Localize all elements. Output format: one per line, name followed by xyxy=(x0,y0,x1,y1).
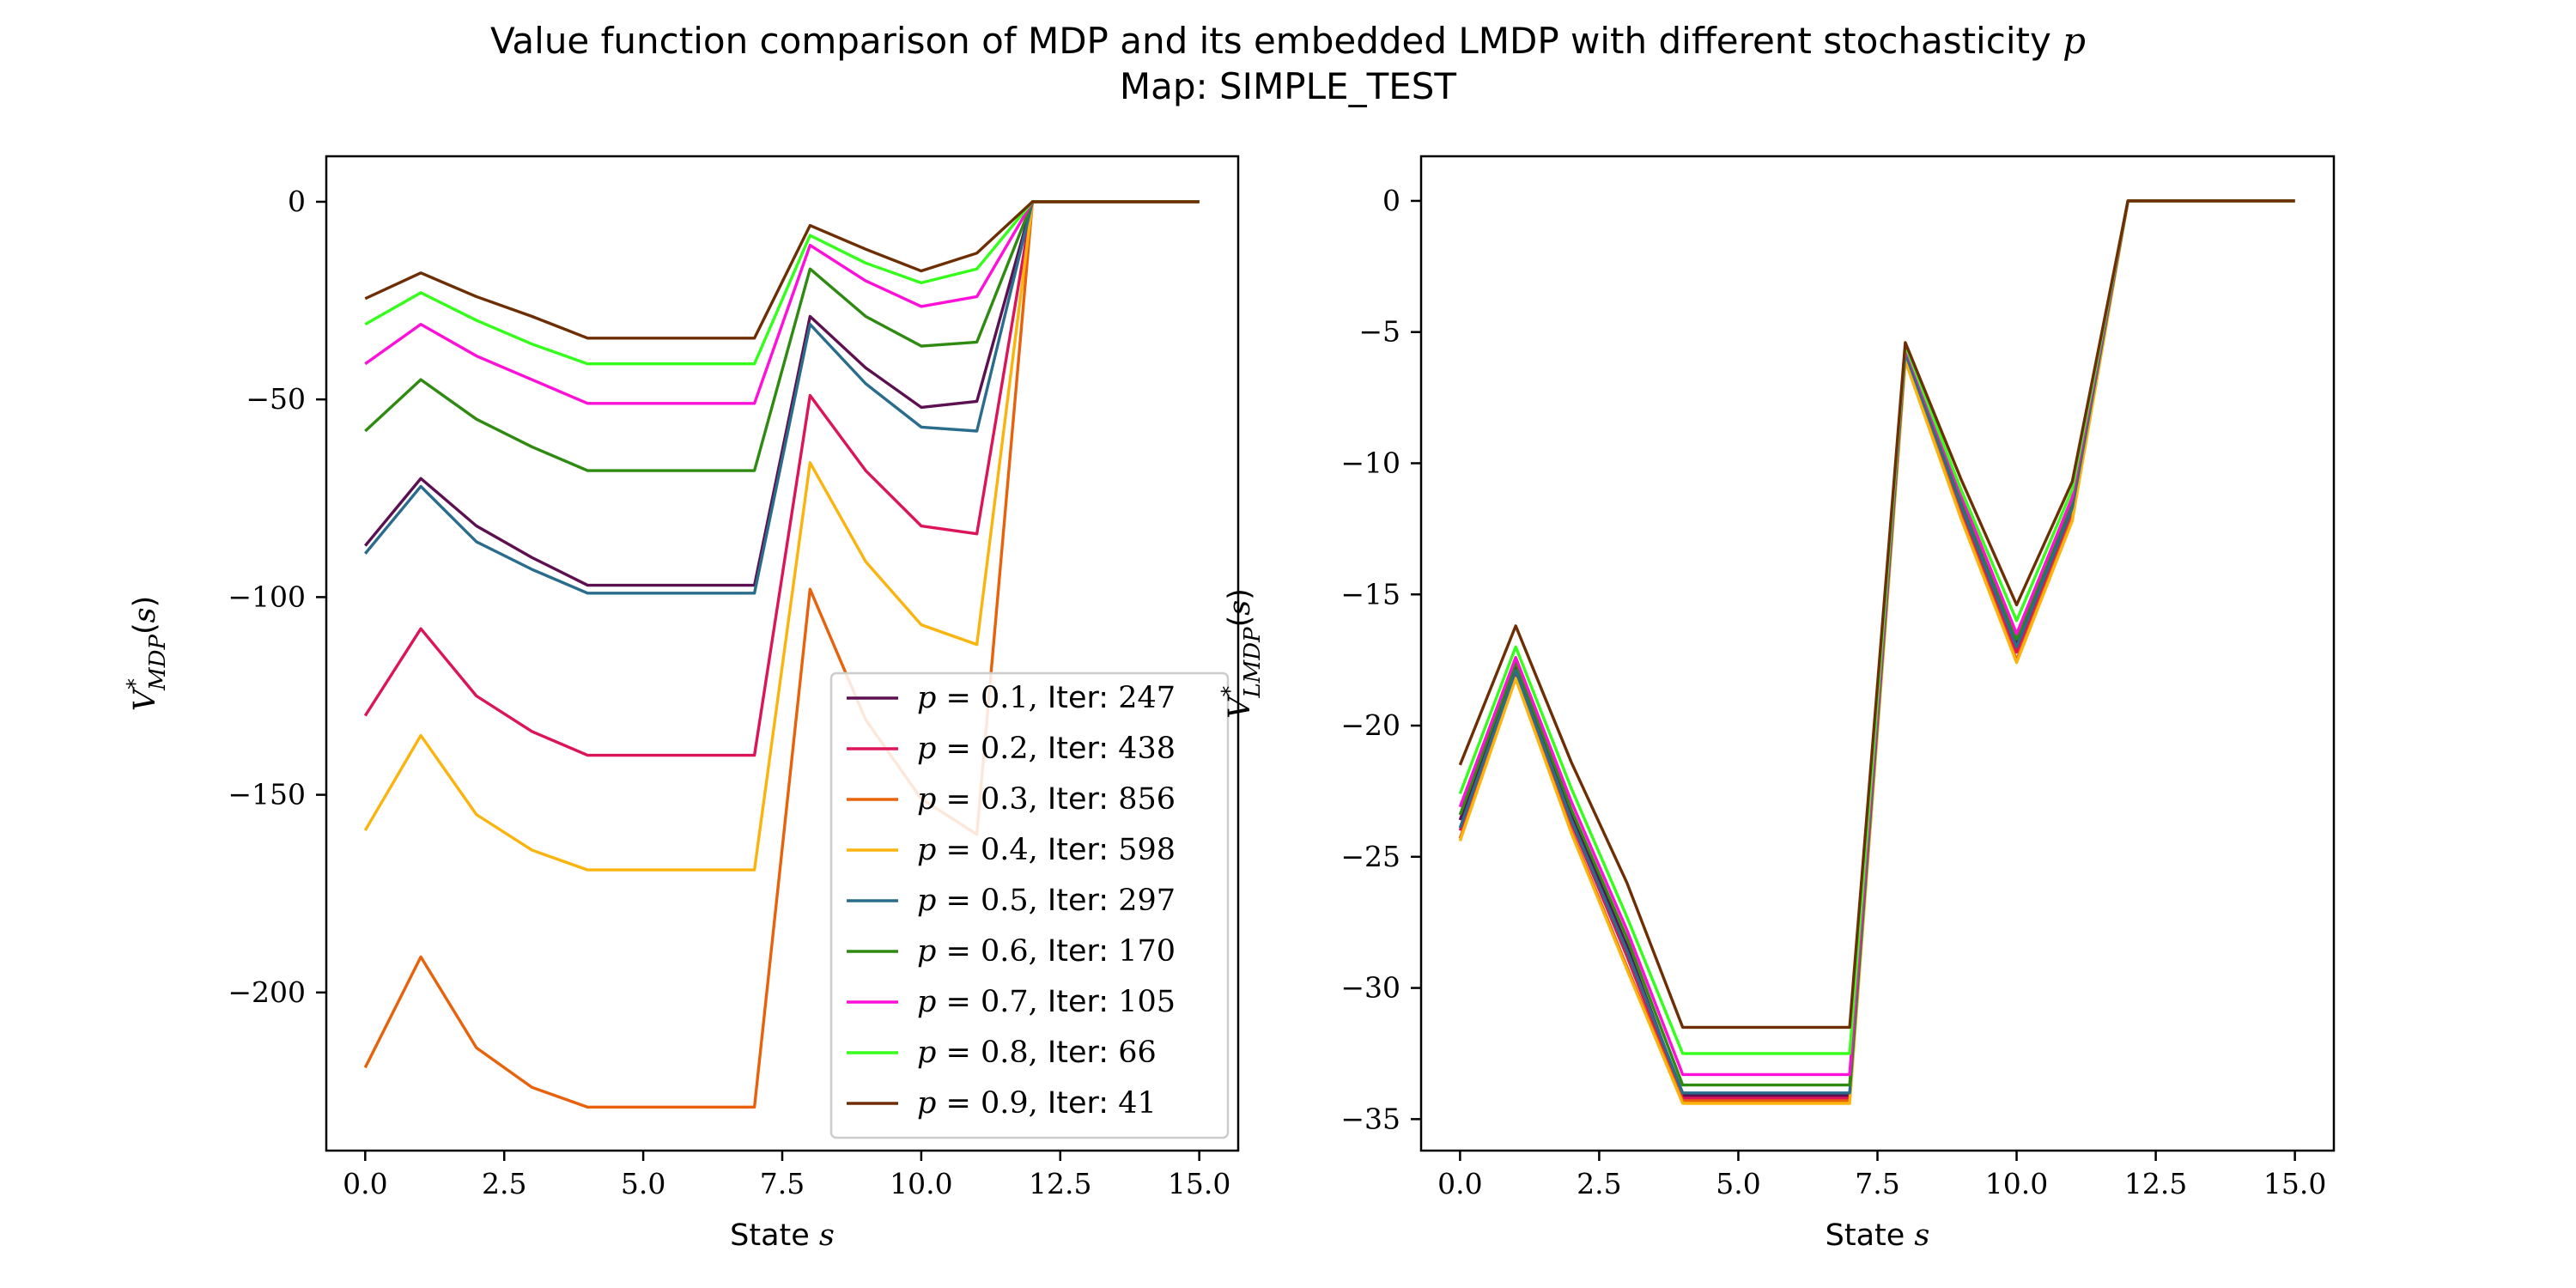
chart-1-legend-entry: p = 0.2, Iter: 438 xyxy=(917,732,1176,766)
chart-1-legend-entry: p = 0.9, Iter: 41 xyxy=(917,1086,1157,1121)
chart-1-x-axis-label: State s xyxy=(730,1218,835,1253)
chart-2-series-line-9 xyxy=(1458,199,2295,1030)
chart-1-series-line-9 xyxy=(364,200,1200,340)
chart-1-x-tick-label: 15.0 xyxy=(1168,1167,1230,1200)
chart-mdp-value-function: 0.0 2.5 5.0 7.5 10.0 12.5 15.0 0 −50 −100 −150 −200… xyxy=(123,155,1240,1253)
chart-2-x-tick-label: 0.0 xyxy=(1437,1167,1482,1200)
chart-2-x-tick-label: 2.5 xyxy=(1577,1167,1621,1200)
chart-2-x-tick-label: 15.0 xyxy=(2263,1167,2326,1200)
chart-2-y-tick-label: −10 xyxy=(1340,446,1400,479)
chart-2-y-axis-label: V*LMDP(s) xyxy=(1218,588,1266,719)
figure-title-line-2: Map: SIMPLE_TEST xyxy=(1120,65,1457,107)
chart-1-x-tick-label: 7.5 xyxy=(760,1167,805,1200)
chart-1-y-tick-label: −200 xyxy=(228,975,306,1009)
chart-1-x-tick-label: 12.5 xyxy=(1029,1167,1091,1200)
chart-2-x-tick-label: 12.5 xyxy=(2124,1167,2187,1200)
chart-2-x-axis-label: State s xyxy=(1826,1218,1930,1253)
chart-1-legend-entry: p = 0.5, Iter: 297 xyxy=(917,884,1176,918)
chart-2-y-tick-label: −30 xyxy=(1340,971,1400,1005)
chart-2-y-tick-label: −15 xyxy=(1340,577,1400,611)
chart-1-legend-entry: p = 0.3, Iter: 856 xyxy=(917,782,1176,817)
chart-1-y-tick-label: −150 xyxy=(228,778,306,811)
chart-1-legend-entry: p = 0.4, Iter: 598 xyxy=(917,833,1176,867)
chart-2-y-tick-label: 0 xyxy=(1382,184,1400,217)
chart-1-legend-entry: p = 0.1, Iter: 247 xyxy=(917,681,1176,715)
chart-2-y-tick-label: −20 xyxy=(1340,708,1400,742)
chart-1-y-tick-label: 0 xyxy=(288,185,306,218)
chart-2-x-tick-label: 7.5 xyxy=(1855,1167,1899,1200)
chart-1-x-tick-label: 5.0 xyxy=(621,1167,665,1200)
chart-1-x-tick-label: 2.5 xyxy=(482,1167,526,1200)
figure-title-prefix: Value function comparison of MDP and its… xyxy=(490,20,2063,62)
chart-2-y-tick-label: −5 xyxy=(1358,315,1400,349)
chart-1-legend-box xyxy=(829,671,1230,1139)
chart-2-y-tick-label: −25 xyxy=(1340,840,1400,873)
chart-2-x-tick-label: 5.0 xyxy=(1716,1167,1760,1200)
chart-1-y-axis-label: V*MDP(s) xyxy=(123,596,171,712)
figure-title-symbol: p xyxy=(2063,20,2086,62)
chart-1-x-tick-label: 10.0 xyxy=(890,1167,952,1200)
chart-lmdp-value-function: 0.0 2.5 5.0 7.5 10.0 12.5 15.0 0 −5 −10 −15 −20 −25 −… xyxy=(1218,155,2336,1253)
chart-2-y-tick-label: −35 xyxy=(1340,1102,1400,1135)
chart-1-legend-entry: p = 0.7, Iter: 105 xyxy=(917,985,1176,1019)
chart-1-y-tick-label: −100 xyxy=(228,580,306,613)
chart-2-x-tick-label: 10.0 xyxy=(1985,1167,2048,1200)
chart-1-x-tick-label: 0.0 xyxy=(343,1167,387,1200)
figure-title-line-1: Value function comparison of MDP and its… xyxy=(490,20,2086,62)
chart-1-legend-entry: p = 0.6, Iter: 170 xyxy=(917,934,1176,969)
chart-1-legend-entry: p = 0.8, Iter: 66 xyxy=(917,1036,1157,1070)
chart-1-y-tick-label: −50 xyxy=(246,382,306,416)
